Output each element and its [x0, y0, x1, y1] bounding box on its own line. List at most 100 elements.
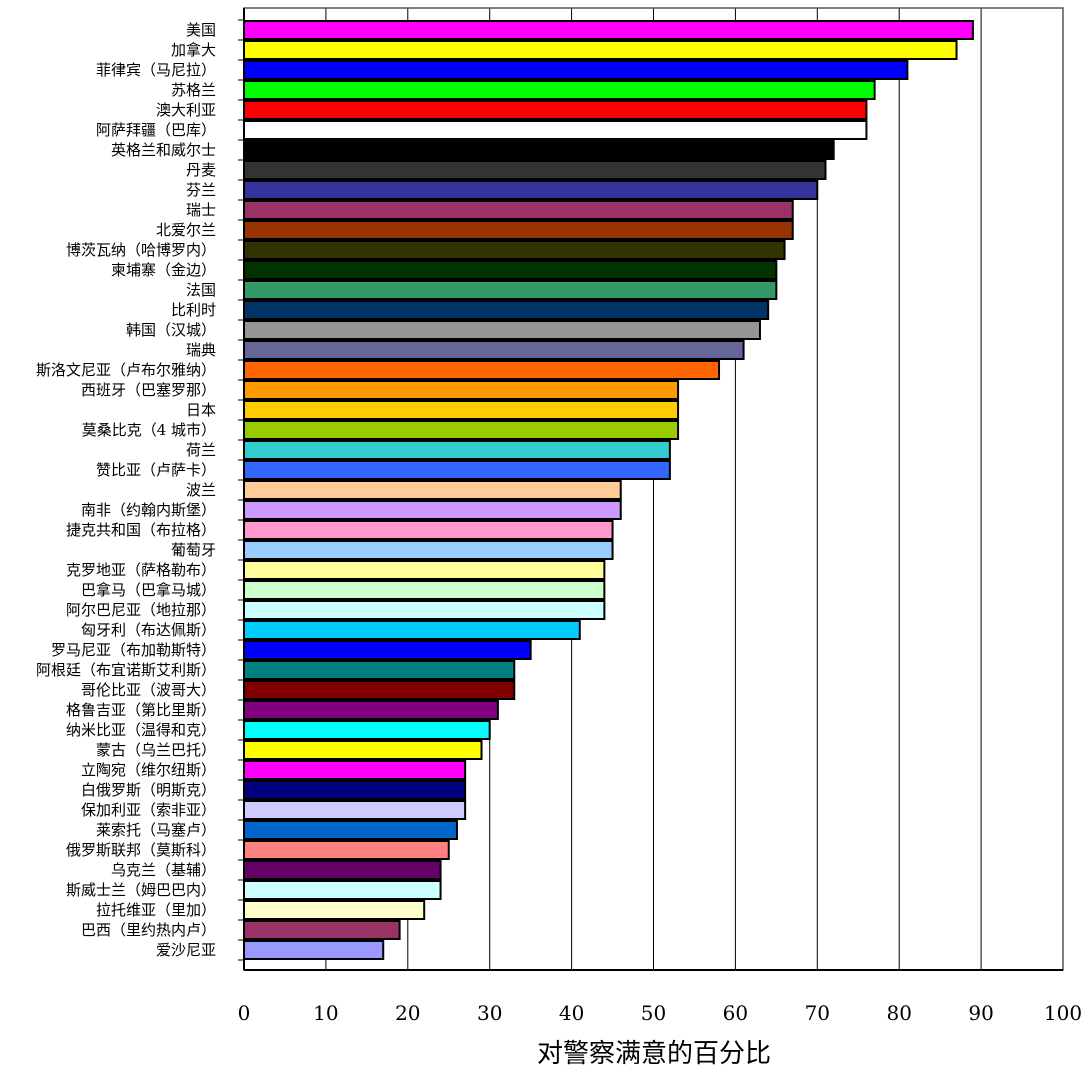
category-label: 俄罗斯联邦（莫斯科）: [66, 841, 216, 859]
category-label: 加拿大: [171, 41, 216, 59]
bar: [243, 580, 606, 600]
category-label: 阿萨拜疆（巴库）: [96, 121, 216, 139]
category-label: 英格兰和威尔士: [111, 141, 216, 159]
category-label: 爱沙尼亚: [156, 941, 216, 959]
bar: [243, 940, 385, 960]
bar: [243, 180, 819, 200]
category-label: 白俄罗斯（明斯克）: [81, 781, 216, 799]
bar: [243, 840, 450, 860]
category-label: 赞比亚（卢萨卡）: [96, 461, 216, 479]
bar: [243, 540, 614, 560]
x-tick-label: 50: [641, 1001, 666, 1025]
x-tick-label: 0: [238, 1001, 251, 1025]
category-label: 克罗地亚（萨格勒布）: [66, 561, 216, 579]
bar: [243, 740, 483, 760]
bar: [243, 780, 467, 800]
bar: [243, 60, 909, 80]
bar: [243, 240, 786, 260]
category-label: 哥伦比亚（波哥大）: [81, 681, 216, 699]
category-label: 丹麦: [186, 161, 216, 179]
category-label: 菲律宾（马尼拉）: [96, 61, 216, 79]
category-label: 乌克兰（基辅）: [111, 861, 216, 879]
bar: [243, 280, 778, 300]
bars: [243, 20, 974, 960]
category-label: 保加利亚（索非亚）: [81, 801, 216, 819]
bar: [243, 200, 794, 220]
bar: [243, 140, 835, 160]
category-label: 匈牙利（布达佩斯）: [81, 621, 216, 639]
category-label: 苏格兰: [171, 81, 216, 99]
bar: [243, 760, 467, 780]
x-tick-label: 90: [968, 1001, 993, 1025]
category-label: 葡萄牙: [171, 541, 216, 559]
category-label: 波兰: [186, 481, 216, 499]
bar: [243, 620, 581, 640]
bar: [243, 820, 458, 840]
x-axis-title: 对警察满意的百分比: [537, 1039, 771, 1069]
category-label: 南非（约翰内斯堡）: [81, 501, 216, 519]
bar: [243, 860, 442, 880]
bar: [243, 400, 680, 420]
category-label: 比利时: [171, 301, 216, 319]
bar: [243, 660, 516, 680]
x-tick-label: 40: [559, 1001, 584, 1025]
category-label: 荷兰: [186, 441, 216, 459]
x-tick-label: 10: [313, 1001, 338, 1025]
x-tick-label: 70: [805, 1001, 830, 1025]
bar: [243, 260, 778, 280]
category-label: 罗马尼亚（布加勒斯特）: [51, 641, 216, 659]
category-label: 纳米比亚（温得和克）: [66, 721, 216, 739]
category-label: 格鲁吉亚（第比里斯）: [66, 701, 216, 719]
bar: [243, 560, 606, 580]
category-label: 美国: [186, 21, 216, 39]
bar: [243, 420, 680, 440]
bar: [243, 460, 671, 480]
category-label: 立陶宛（维尔纽斯）: [81, 761, 216, 779]
category-label: 日本: [186, 401, 216, 419]
x-tick-label: 30: [477, 1001, 502, 1025]
x-tick-label: 80: [886, 1001, 911, 1025]
bar: [243, 380, 680, 400]
bar: [243, 920, 401, 940]
category-label: 蒙古（乌兰巴托）: [96, 741, 216, 759]
x-tick-label: 100: [1044, 1001, 1082, 1025]
bar: [243, 300, 770, 320]
category-label: 巴拿马（巴拿马城）: [81, 581, 216, 599]
category-label: 莫桑比克（4 城市）: [82, 421, 216, 439]
category-label: 北爱尔兰: [156, 221, 216, 239]
category-label: 柬埔寨（金边）: [111, 261, 216, 279]
category-label: 澳大利亚: [156, 101, 216, 119]
category-label: 韩国（汉城）: [126, 321, 216, 339]
bar: [243, 900, 426, 920]
bar: [243, 40, 958, 60]
category-label: 阿尔巴尼亚（地拉那）: [66, 601, 216, 619]
bar: [243, 320, 761, 340]
category-label: 博茨瓦纳（哈博罗内）: [66, 241, 216, 259]
bar: [243, 20, 974, 40]
bar: [243, 880, 442, 900]
category-label: 西班牙（巴塞罗那）: [81, 381, 216, 399]
bar: [243, 340, 745, 360]
bar: [243, 440, 671, 460]
bar: [243, 100, 868, 120]
bar: [243, 220, 794, 240]
bar: [243, 520, 614, 540]
bar: [243, 600, 606, 620]
bar: [243, 360, 721, 380]
bar: [243, 800, 467, 820]
bar: [243, 480, 622, 500]
category-label: 巴西（里约热内卢）: [81, 921, 216, 939]
bar: [243, 680, 516, 700]
bar: [243, 700, 499, 720]
category-label: 斯洛文尼亚（卢布尔雅纳）: [36, 361, 216, 379]
bar: [243, 640, 532, 660]
plot-frame: [238, 7, 1064, 971]
bar: [243, 160, 827, 180]
category-label: 芬兰: [186, 181, 216, 199]
x-tick-label: 20: [395, 1001, 420, 1025]
bar: [243, 80, 876, 100]
category-label: 瑞典: [186, 341, 216, 359]
